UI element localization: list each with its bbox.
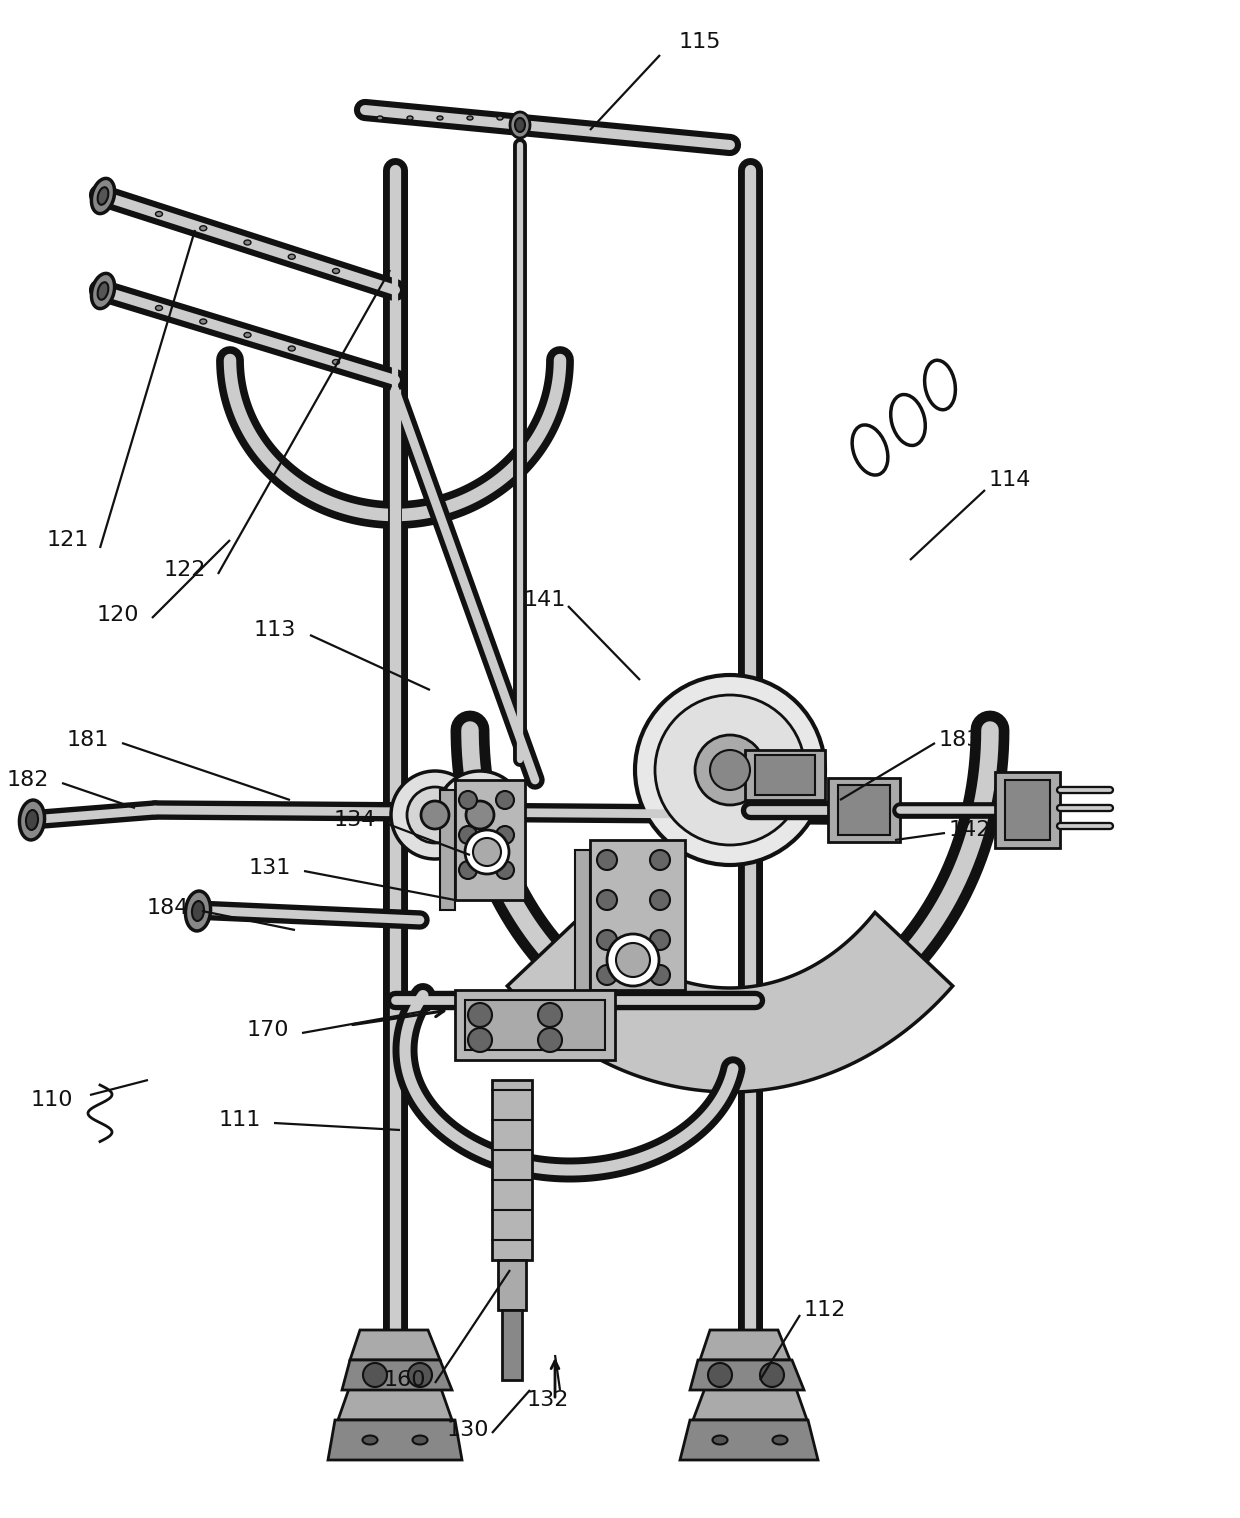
Ellipse shape — [92, 273, 114, 308]
Ellipse shape — [925, 360, 955, 410]
Text: 131: 131 — [249, 858, 291, 877]
Ellipse shape — [332, 360, 340, 364]
Ellipse shape — [773, 1436, 787, 1445]
Circle shape — [616, 943, 650, 978]
Circle shape — [711, 750, 750, 789]
Text: 141: 141 — [523, 591, 567, 610]
Polygon shape — [342, 1360, 453, 1390]
Ellipse shape — [155, 305, 162, 311]
Circle shape — [760, 1363, 784, 1387]
Ellipse shape — [713, 1436, 728, 1445]
Ellipse shape — [244, 332, 250, 337]
Ellipse shape — [377, 115, 383, 120]
Circle shape — [459, 826, 477, 844]
Text: 114: 114 — [988, 471, 1032, 490]
Ellipse shape — [510, 112, 529, 138]
Text: 122: 122 — [164, 560, 206, 580]
Circle shape — [459, 861, 477, 879]
Polygon shape — [329, 1419, 463, 1460]
Polygon shape — [455, 990, 615, 1060]
Text: 130: 130 — [446, 1419, 490, 1441]
Circle shape — [363, 1363, 387, 1387]
Circle shape — [538, 1028, 562, 1052]
Polygon shape — [350, 1330, 440, 1360]
Text: 115: 115 — [678, 32, 722, 52]
Circle shape — [467, 1003, 492, 1028]
Circle shape — [596, 890, 618, 909]
Circle shape — [635, 676, 825, 865]
Ellipse shape — [200, 319, 207, 323]
Text: 160: 160 — [383, 1371, 427, 1390]
Circle shape — [467, 1028, 492, 1052]
Ellipse shape — [200, 226, 207, 231]
Text: 110: 110 — [31, 1090, 73, 1110]
Text: 170: 170 — [247, 1020, 289, 1040]
Circle shape — [459, 791, 477, 809]
Text: 120: 120 — [97, 606, 139, 625]
Text: 182: 182 — [6, 770, 50, 789]
Polygon shape — [465, 1000, 605, 1050]
Text: 112: 112 — [804, 1299, 846, 1321]
Text: 132: 132 — [527, 1390, 569, 1410]
Ellipse shape — [98, 282, 108, 299]
Polygon shape — [838, 785, 890, 835]
Ellipse shape — [436, 115, 443, 120]
Circle shape — [496, 791, 515, 809]
Circle shape — [453, 786, 508, 842]
Polygon shape — [575, 850, 590, 1000]
Circle shape — [391, 771, 479, 859]
Ellipse shape — [244, 240, 250, 244]
Circle shape — [694, 735, 765, 805]
Circle shape — [596, 931, 618, 950]
Ellipse shape — [362, 1436, 377, 1445]
Circle shape — [650, 965, 670, 985]
Circle shape — [436, 771, 525, 859]
Circle shape — [538, 1003, 562, 1028]
Polygon shape — [440, 789, 455, 909]
Polygon shape — [680, 1419, 818, 1460]
Circle shape — [496, 861, 515, 879]
Circle shape — [608, 934, 658, 987]
Polygon shape — [502, 1310, 522, 1380]
Ellipse shape — [407, 115, 413, 120]
Ellipse shape — [186, 891, 211, 931]
Ellipse shape — [890, 395, 925, 445]
Ellipse shape — [332, 269, 340, 273]
Polygon shape — [498, 1260, 526, 1310]
Text: 111: 111 — [218, 1110, 262, 1129]
Polygon shape — [339, 1380, 453, 1419]
Polygon shape — [1004, 780, 1050, 839]
Polygon shape — [745, 750, 825, 800]
Polygon shape — [590, 839, 684, 990]
Polygon shape — [994, 773, 1060, 849]
Text: 142: 142 — [949, 820, 991, 839]
Ellipse shape — [852, 425, 888, 475]
Circle shape — [650, 931, 670, 950]
Polygon shape — [693, 1380, 807, 1419]
Ellipse shape — [467, 115, 472, 120]
Circle shape — [708, 1363, 732, 1387]
Ellipse shape — [288, 254, 295, 260]
Polygon shape — [755, 754, 815, 795]
Ellipse shape — [92, 179, 114, 214]
Text: 181: 181 — [67, 730, 109, 750]
Polygon shape — [701, 1330, 790, 1360]
Circle shape — [655, 695, 805, 846]
Circle shape — [596, 850, 618, 870]
Polygon shape — [828, 779, 900, 842]
Ellipse shape — [515, 118, 525, 132]
Polygon shape — [455, 780, 525, 900]
Ellipse shape — [288, 346, 295, 351]
Ellipse shape — [26, 811, 38, 830]
Text: 134: 134 — [334, 811, 376, 830]
Polygon shape — [492, 1079, 532, 1260]
Circle shape — [650, 850, 670, 870]
Circle shape — [466, 802, 494, 829]
Circle shape — [472, 838, 501, 865]
Circle shape — [465, 830, 508, 874]
Polygon shape — [689, 1360, 804, 1390]
Circle shape — [407, 786, 463, 842]
Circle shape — [408, 1363, 432, 1387]
Ellipse shape — [192, 902, 205, 921]
